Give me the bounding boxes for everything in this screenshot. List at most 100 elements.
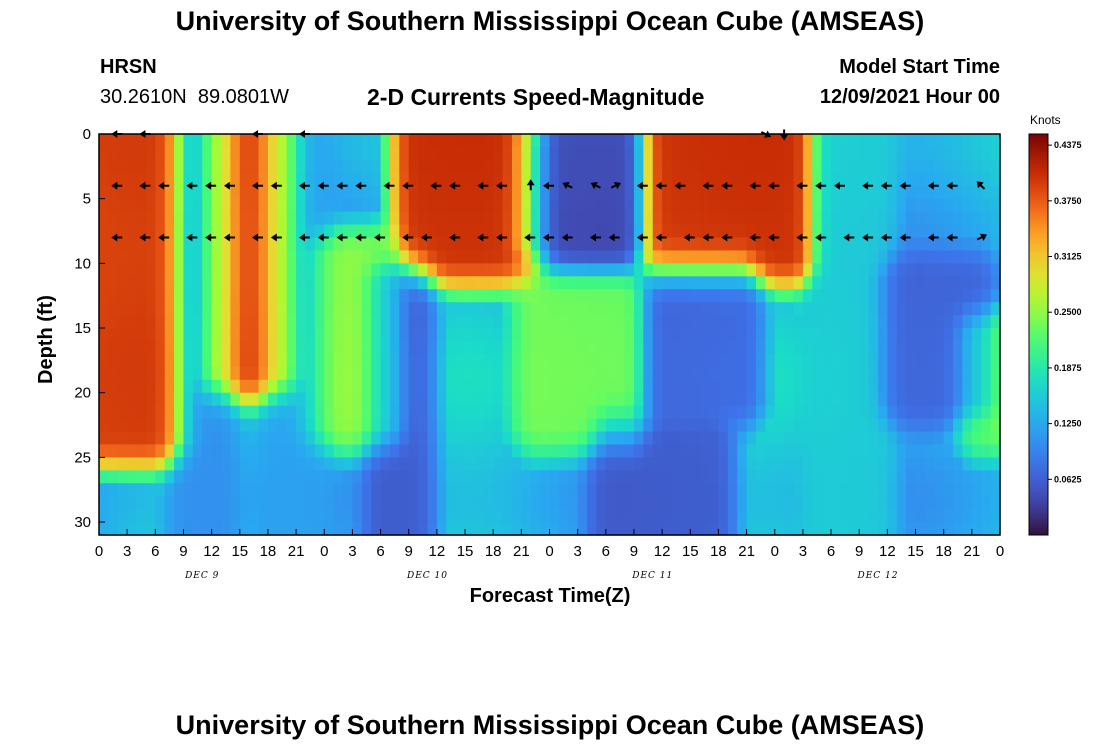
heat-cell: [821, 172, 832, 187]
heat-cell: [258, 185, 269, 200]
heat-cell: [765, 263, 776, 277]
heat-cell: [746, 444, 757, 458]
heat-cell: [709, 237, 720, 252]
heat-cell: [962, 328, 973, 342]
heat-cell: [868, 405, 879, 420]
heat-cell: [953, 418, 964, 433]
heat-cell: [343, 250, 354, 264]
heat-cell: [540, 289, 551, 303]
heat-cell: [971, 509, 982, 523]
heat-cell: [577, 470, 588, 484]
heat-cell: [164, 379, 175, 394]
heat-cell: [267, 211, 278, 226]
heat-cell: [549, 146, 560, 161]
heat-cell: [258, 172, 269, 187]
heat-cell: [324, 263, 335, 277]
heat-cell: [812, 172, 823, 187]
heat-cell: [934, 159, 945, 174]
heat-cell: [155, 470, 166, 484]
heat-cell: [784, 418, 795, 433]
heat-cell: [690, 340, 701, 355]
heat-cell: [849, 302, 860, 316]
heat-cell: [737, 302, 748, 316]
heat-cell: [408, 496, 419, 510]
heat-cell: [99, 483, 109, 497]
heat-cell: [943, 211, 954, 226]
x-tick-label: 3: [573, 543, 581, 560]
heat-cell: [117, 315, 128, 329]
heat-cell: [990, 328, 1001, 342]
heat-cell: [971, 315, 982, 329]
heat-cell: [258, 431, 269, 446]
heat-cell: [258, 159, 269, 174]
heat-cell: [343, 418, 354, 433]
current-vector: [899, 233, 911, 242]
heat-cell: [793, 263, 804, 277]
heat-cell: [389, 134, 400, 148]
heat-cell: [530, 172, 541, 187]
heat-cell: [746, 483, 757, 497]
heat-cell: [127, 340, 138, 355]
heat-cell: [239, 276, 250, 290]
heat-cell: [737, 289, 748, 303]
heat-cell: [596, 496, 607, 510]
heat-cell: [352, 198, 363, 213]
heat-cell: [652, 405, 663, 420]
heat-cell: [127, 146, 138, 161]
heat-cell: [521, 328, 532, 342]
heat-cell: [267, 392, 278, 407]
heat-cell: [831, 379, 842, 394]
heat-cell: [680, 159, 691, 174]
heat-cell: [643, 496, 654, 510]
heat-cell: [314, 250, 325, 264]
heat-cell: [493, 276, 504, 290]
heat-cell: [784, 198, 795, 213]
heat-cell: [474, 418, 485, 433]
heat-cell: [934, 315, 945, 329]
heat-cell: [361, 457, 372, 471]
heat-cell: [127, 470, 138, 484]
heat-cell: [943, 302, 954, 316]
heat-cell: [230, 522, 241, 536]
heat-cell: [793, 172, 804, 187]
heat-cell: [511, 134, 522, 148]
heat-cell: [896, 496, 907, 510]
heat-cell: [446, 496, 457, 510]
heat-cell: [633, 470, 644, 484]
heat-cell: [314, 340, 325, 355]
heat-cell: [709, 315, 720, 329]
heat-cell: [643, 392, 654, 407]
heat-cell: [558, 470, 569, 484]
heat-cell: [737, 340, 748, 355]
heat-cell: [145, 470, 156, 484]
heat-cell: [380, 302, 391, 316]
heat-cell: [183, 302, 194, 316]
heat-cell: [784, 431, 795, 446]
heat-cell: [127, 328, 138, 342]
current-vector: [223, 181, 235, 190]
heat-cell: [953, 172, 964, 187]
heat-cell: [202, 263, 213, 277]
heat-cell: [493, 159, 504, 174]
heat-cell: [361, 250, 372, 264]
heat-cell: [718, 185, 729, 200]
heat-cell: [530, 379, 541, 394]
heat-cell: [333, 289, 344, 303]
heat-cell: [211, 431, 222, 446]
heat-cell: [962, 392, 973, 407]
heat-cell: [605, 483, 616, 497]
heat-cell: [474, 379, 485, 394]
heat-cell: [727, 211, 738, 226]
heat-cell: [849, 496, 860, 510]
heat-cell: [943, 134, 954, 148]
heat-cell: [652, 172, 663, 187]
heat-cell: [230, 237, 241, 252]
heat-cell: [258, 444, 269, 458]
heat-cell: [596, 146, 607, 161]
heat-cell: [427, 263, 438, 277]
heat-cell: [887, 509, 898, 523]
heat-cell: [981, 289, 992, 303]
heat-cell: [314, 134, 325, 148]
current-vector: [111, 181, 123, 190]
heat-cell: [877, 146, 888, 161]
